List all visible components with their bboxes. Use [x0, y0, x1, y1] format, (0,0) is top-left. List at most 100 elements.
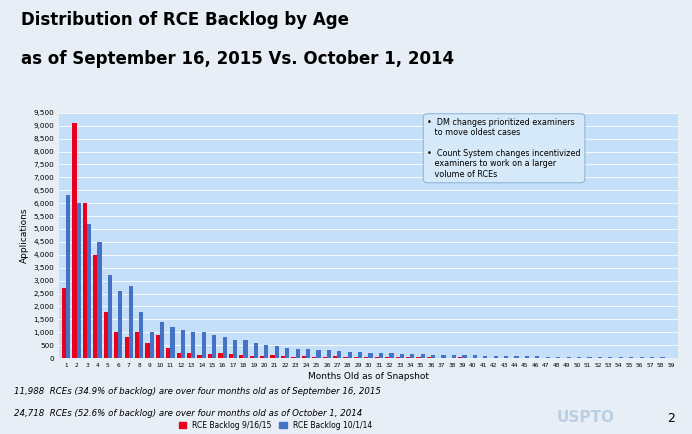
- Text: Distribution of RCE Backlog by Age: Distribution of RCE Backlog by Age: [21, 11, 349, 29]
- Bar: [327, 350, 331, 358]
- Bar: [239, 355, 244, 358]
- Bar: [368, 353, 373, 358]
- Bar: [108, 276, 112, 358]
- Bar: [588, 357, 592, 358]
- Bar: [385, 357, 390, 358]
- Text: •  DM changes prioritized examiners
   to move oldest cases

•  Count System cha: • DM changes prioritized examiners to mo…: [428, 118, 581, 179]
- Bar: [281, 356, 285, 358]
- Bar: [87, 224, 91, 358]
- Bar: [170, 327, 174, 358]
- Text: USPTO: USPTO: [557, 410, 615, 425]
- X-axis label: Months Old as of Snapshot: Months Old as of Snapshot: [308, 372, 429, 381]
- Bar: [608, 357, 612, 358]
- Bar: [375, 357, 379, 358]
- Bar: [201, 332, 206, 358]
- Bar: [546, 356, 550, 358]
- Bar: [493, 356, 498, 358]
- Bar: [118, 291, 122, 358]
- Bar: [650, 357, 654, 358]
- Bar: [208, 354, 212, 358]
- Bar: [396, 357, 400, 358]
- Bar: [73, 123, 77, 358]
- Bar: [427, 357, 431, 358]
- Bar: [567, 356, 571, 358]
- Bar: [77, 203, 81, 358]
- Bar: [458, 357, 462, 358]
- Bar: [316, 350, 320, 358]
- Bar: [295, 349, 300, 358]
- Bar: [166, 348, 170, 358]
- Bar: [639, 357, 644, 358]
- Bar: [306, 349, 310, 358]
- Bar: [525, 356, 529, 358]
- Bar: [212, 335, 217, 358]
- Bar: [160, 322, 164, 358]
- Bar: [271, 355, 275, 358]
- Bar: [93, 255, 98, 358]
- Bar: [139, 312, 143, 358]
- Bar: [260, 356, 264, 358]
- Bar: [275, 346, 279, 358]
- Bar: [390, 353, 394, 358]
- Bar: [104, 312, 108, 358]
- Bar: [250, 356, 254, 358]
- Bar: [441, 355, 446, 358]
- Bar: [473, 355, 477, 358]
- Bar: [483, 356, 487, 358]
- Bar: [125, 337, 129, 358]
- Bar: [229, 354, 233, 358]
- Bar: [114, 332, 118, 358]
- Bar: [254, 342, 258, 358]
- Bar: [417, 357, 421, 358]
- Bar: [462, 355, 466, 358]
- Bar: [233, 340, 237, 358]
- Bar: [197, 355, 201, 358]
- Bar: [598, 357, 602, 358]
- Bar: [187, 353, 191, 358]
- Bar: [223, 337, 227, 358]
- Text: 11,988  RCEs (34.9% of backlog) are over four months old as of September 16, 201: 11,988 RCEs (34.9% of backlog) are over …: [14, 387, 381, 396]
- Bar: [176, 353, 181, 358]
- Bar: [400, 354, 404, 358]
- Bar: [302, 356, 306, 358]
- Bar: [619, 357, 623, 358]
- Bar: [333, 356, 337, 358]
- Bar: [219, 353, 223, 358]
- Bar: [410, 354, 415, 358]
- Bar: [504, 356, 508, 358]
- Text: as of September 16, 2015 Vs. October 1, 2014: as of September 16, 2015 Vs. October 1, …: [21, 50, 454, 68]
- Bar: [291, 356, 295, 358]
- Bar: [66, 195, 71, 358]
- Legend: RCE Backlog 9/16/15, RCE Backlog 10/1/14: RCE Backlog 9/16/15, RCE Backlog 10/1/14: [176, 418, 376, 433]
- Bar: [322, 357, 327, 358]
- Bar: [62, 288, 66, 358]
- Y-axis label: Applications: Applications: [20, 208, 29, 263]
- Bar: [285, 348, 289, 358]
- Bar: [660, 357, 664, 358]
- Bar: [629, 357, 633, 358]
- Bar: [364, 357, 368, 358]
- Bar: [406, 357, 410, 358]
- Bar: [536, 356, 540, 358]
- Bar: [264, 345, 268, 358]
- Text: 24,718  RCEs (52.6% of backlog) are over four months old as of October 1, 2014: 24,718 RCEs (52.6% of backlog) are over …: [14, 409, 362, 418]
- Bar: [181, 330, 185, 358]
- Bar: [83, 203, 87, 358]
- Bar: [156, 335, 160, 358]
- Bar: [312, 356, 316, 358]
- Bar: [556, 356, 561, 358]
- Bar: [358, 352, 362, 358]
- Bar: [135, 332, 139, 358]
- Bar: [431, 355, 435, 358]
- Bar: [379, 353, 383, 358]
- Bar: [347, 352, 352, 358]
- Bar: [421, 355, 425, 358]
- Bar: [343, 356, 347, 358]
- Bar: [145, 342, 149, 358]
- Bar: [98, 242, 102, 358]
- Text: 2: 2: [667, 412, 675, 425]
- Bar: [514, 356, 518, 358]
- Bar: [354, 357, 358, 358]
- Bar: [244, 340, 248, 358]
- Bar: [129, 286, 133, 358]
